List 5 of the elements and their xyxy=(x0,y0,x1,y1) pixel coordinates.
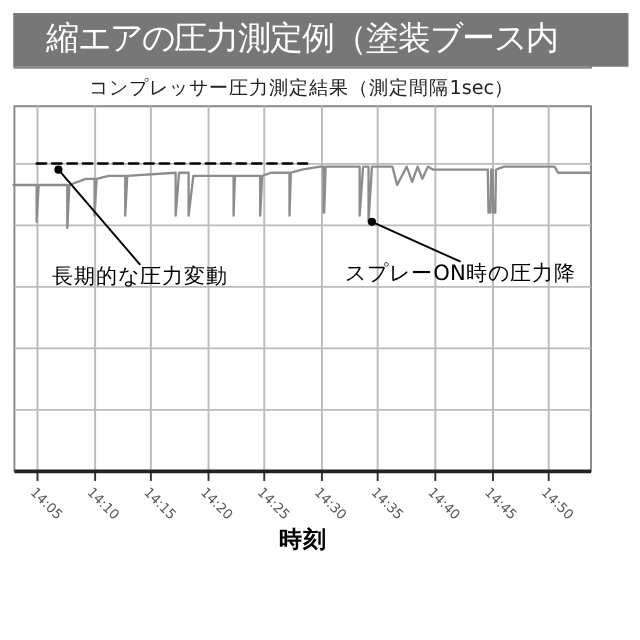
annotation: 長期的な圧力変動 xyxy=(52,262,229,289)
chart-title: 縮エアの圧力測定例（塗装ブース内 xyxy=(43,19,558,58)
x-axis-title: 時刻 xyxy=(278,524,327,553)
annotation: スプレーON時の圧力降 xyxy=(345,259,576,286)
chart-subtitle: コンプレッサー圧力測定結果（測定間隔1sec） xyxy=(89,75,515,100)
